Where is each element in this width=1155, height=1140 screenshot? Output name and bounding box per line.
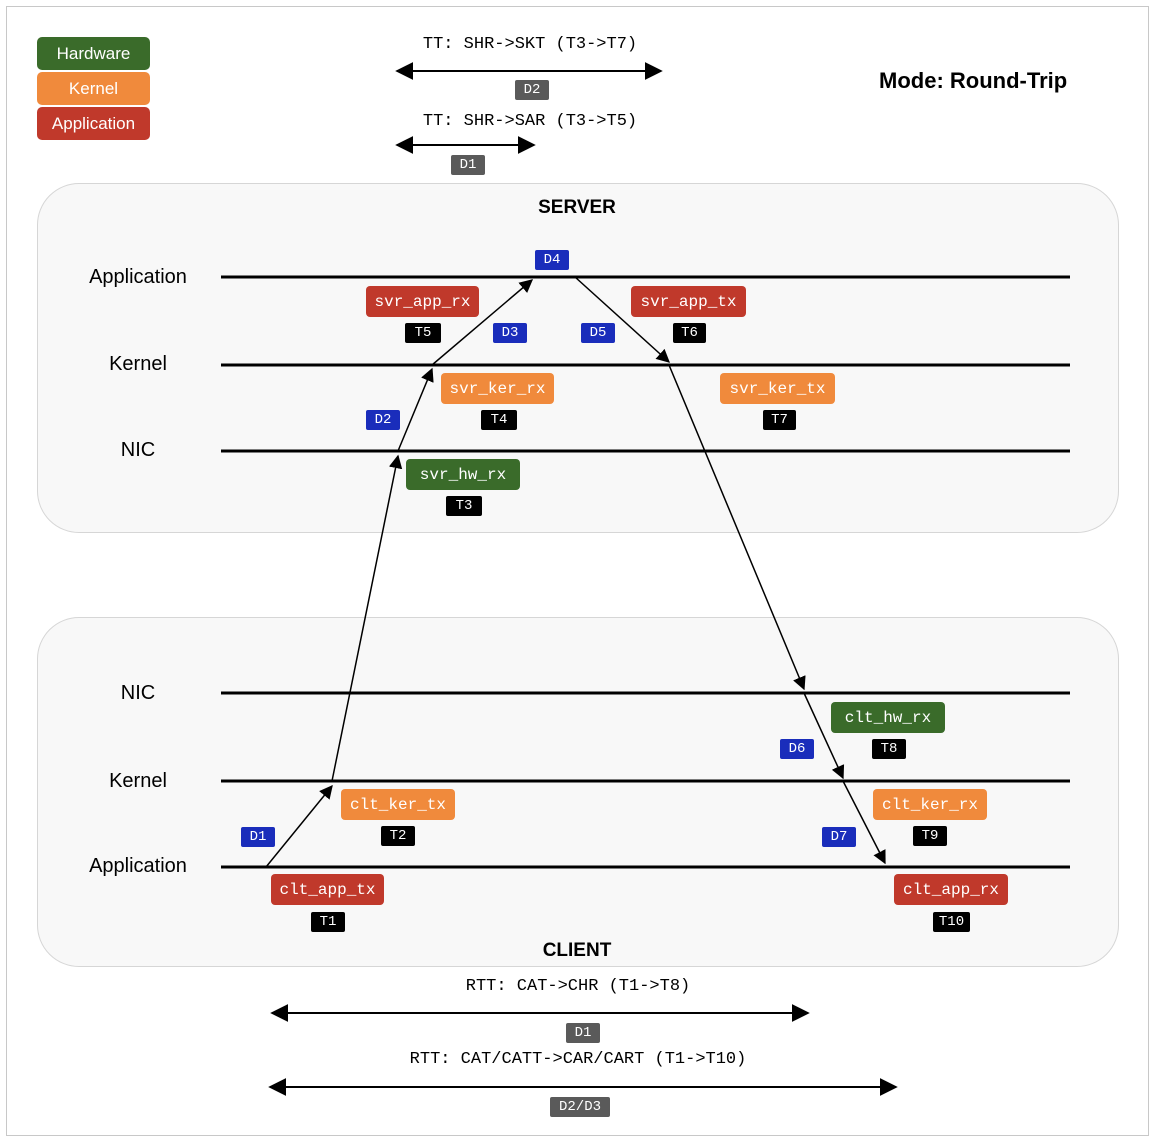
- path-clt-nic-to-ker: [803, 692, 845, 780]
- timestamp-t6: T6: [673, 323, 706, 343]
- timestamp-t10: T10: [933, 912, 970, 932]
- delay-d3: D3: [493, 323, 527, 343]
- path-svr-app-to-ker: [574, 276, 671, 363]
- event-clt-ker-rx: clt_ker_rx: [873, 789, 987, 820]
- timestamp-t2: T2: [381, 826, 415, 846]
- server-layer-kernel: Kernel: [109, 353, 167, 375]
- event-svr-ker-rx: svr_ker_rx: [441, 373, 554, 404]
- timestamp-t5: T5: [405, 323, 441, 343]
- timestamp-t8: T8: [872, 739, 906, 759]
- event-clt-app-tx: clt_app_tx: [271, 874, 384, 905]
- path-svr-nic-to-ker: [397, 367, 434, 452]
- rtt-chr-label: RTT: CAT->CHR (T1->T8): [465, 977, 691, 996]
- server-layer-nic: NIC: [120, 439, 156, 461]
- timestamp-t3: T3: [446, 496, 482, 516]
- rtt-car-label: RTT: CAT/CATT->CAR/CART (T1->T10): [409, 1050, 747, 1069]
- client-title: CLIENT: [542, 940, 612, 961]
- tt-skt-label: TT: SHR->SKT (T3->T7): [422, 35, 638, 54]
- event-clt-app-rx: clt_app_rx: [894, 874, 1008, 905]
- legend-hardware: Hardware: [37, 37, 150, 70]
- delay-d4: D4: [535, 250, 569, 270]
- delay-d7: D7: [822, 827, 856, 847]
- outer-border: [6, 6, 1149, 1136]
- tt-skt-tag: D2: [515, 80, 549, 100]
- legend-kernel: Kernel: [37, 72, 150, 105]
- event-clt-ker-tx: clt_ker_tx: [341, 789, 455, 820]
- path-clt-ker-to-svr-nic: [331, 454, 403, 782]
- timestamp-t1: T1: [311, 912, 345, 932]
- event-svr-hw-rx: svr_hw_rx: [406, 459, 520, 490]
- path-clt-app-to-ker: [265, 784, 333, 868]
- path-svr-ker-to-app: [431, 279, 534, 366]
- path-svr-ker-to-clt-nic: [668, 364, 806, 691]
- delay-d2: D2: [366, 410, 400, 430]
- timestamp-t7: T7: [763, 410, 796, 430]
- delay-d1: D1: [241, 827, 275, 847]
- tt-sar-label: TT: SHR->SAR (T3->T5): [422, 112, 638, 131]
- server-layer-application: Application: [89, 266, 187, 288]
- rtt-car-tag: D2/D3: [550, 1097, 610, 1117]
- event-svr-app-rx: svr_app_rx: [366, 286, 479, 317]
- server-panel: [37, 183, 1119, 533]
- client-layer-kernel: Kernel: [109, 770, 167, 792]
- client-layer-application: Application: [89, 855, 187, 877]
- tt-sar-tag: D1: [451, 155, 485, 175]
- delay-d5: D5: [581, 323, 615, 343]
- legend-application: Application: [37, 107, 150, 140]
- mode-title: Mode: Round-Trip: [879, 68, 1068, 93]
- timestamp-t4: T4: [481, 410, 517, 430]
- timestamp-t9: T9: [913, 826, 947, 846]
- event-clt-hw-rx: clt_hw_rx: [831, 702, 945, 733]
- rtt-chr-tag: D1: [566, 1023, 600, 1043]
- event-svr-ker-tx: svr_ker_tx: [720, 373, 835, 404]
- client-layer-nic: NIC: [120, 682, 156, 704]
- path-clt-ker-to-app: [842, 780, 886, 865]
- event-svr-app-tx: svr_app_tx: [631, 286, 746, 317]
- server-title: SERVER: [538, 197, 616, 218]
- delay-d6: D6: [780, 739, 814, 759]
